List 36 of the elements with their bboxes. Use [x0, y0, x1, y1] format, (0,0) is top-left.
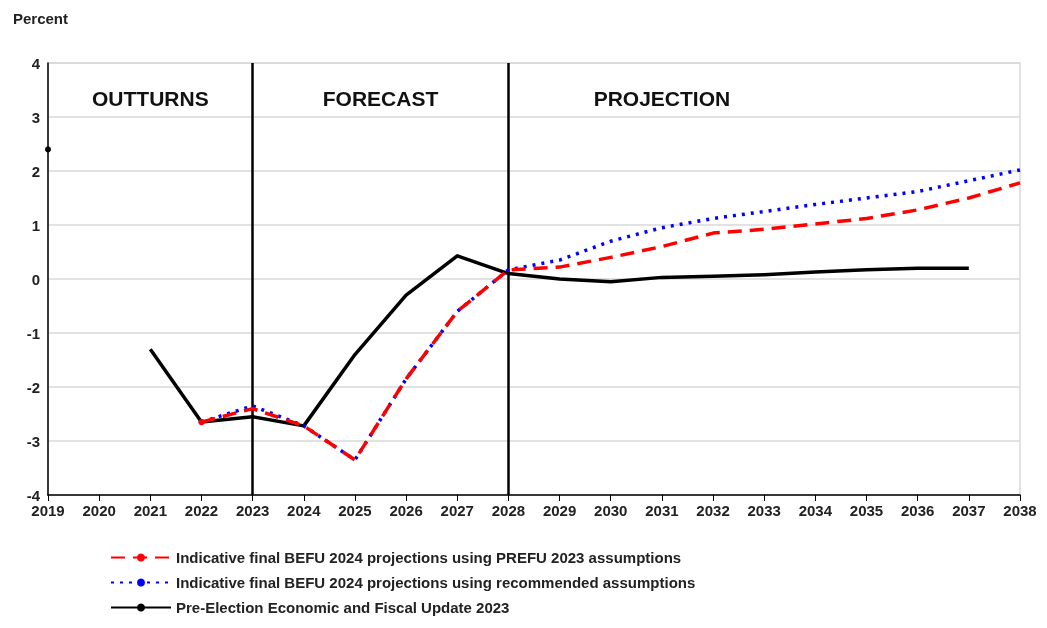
x-tick-label: 2021	[133, 502, 167, 519]
y-tick-label: -2	[26, 378, 40, 396]
x-tick-label: 2034	[798, 502, 833, 519]
x-tick-label: 2031	[645, 502, 679, 519]
x-tick-label: 2027	[440, 502, 474, 519]
y-tick-label: 2	[31, 162, 40, 180]
legend-label: Pre-Election Economic and Fiscal Update 2023	[176, 599, 510, 616]
annotation: OUTTURNS	[91, 86, 209, 110]
x-tick-label: 2033	[747, 502, 781, 519]
x-tick-label: 2030	[594, 502, 628, 519]
y-tick-label: 0	[31, 270, 40, 288]
x-tick-label: 2038	[1003, 502, 1037, 519]
x-tick-label: 2020	[82, 502, 116, 519]
x-tick-label: 2036	[901, 502, 935, 519]
y-tick-label: -4	[26, 486, 41, 504]
legend-label: Indicative final BEFU 2024 projections using recommended assumptions	[176, 574, 696, 591]
x-tick-label: 2028	[491, 502, 526, 519]
x-tick-label: 2024	[287, 502, 322, 519]
x-tick-label: 2035	[849, 502, 884, 519]
legend-label: Indicative final BEFU 2024 projections using PREFU 2023 assumptions	[176, 549, 682, 566]
x-tick-label: 2026	[389, 502, 423, 519]
x-tick-label: 2019	[31, 502, 65, 519]
x-tick-label: 2032	[696, 502, 730, 519]
x-tick-label: 2023	[235, 502, 270, 519]
x-tick-label: 2037	[952, 502, 986, 519]
y-tick-label: 1	[31, 216, 40, 234]
y-tick-label: 3	[31, 108, 40, 126]
y-axis-title: Percent	[13, 10, 69, 27]
y-tick-label: 4	[31, 54, 41, 72]
x-tick-label: 2029	[542, 502, 577, 519]
y-tick-label: -3	[26, 432, 40, 450]
annotation: FORECAST	[322, 86, 439, 110]
annotation: PROJECTION	[593, 86, 731, 110]
y-tick-label: -1	[26, 324, 40, 342]
x-tick-label: 2022	[184, 502, 219, 519]
x-tick-label: 2025	[338, 502, 372, 519]
